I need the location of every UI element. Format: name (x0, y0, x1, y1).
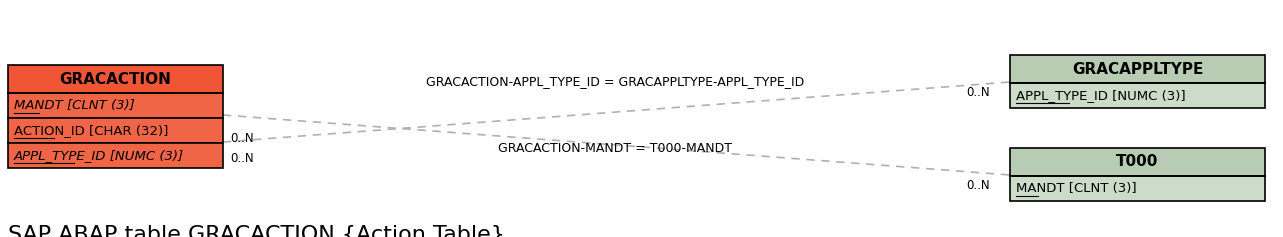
Text: APPL_TYPE_ID [NUMC (3)]: APPL_TYPE_ID [NUMC (3)] (1016, 89, 1185, 102)
FancyBboxPatch shape (1010, 176, 1265, 201)
FancyBboxPatch shape (8, 65, 223, 93)
FancyBboxPatch shape (8, 143, 223, 168)
Text: 0..N: 0..N (230, 132, 254, 145)
Text: GRACACTION-MANDT = T000-MANDT: GRACACTION-MANDT = T000-MANDT (498, 141, 733, 155)
Text: MANDT [CLNT (3)]: MANDT [CLNT (3)] (1016, 182, 1137, 195)
FancyBboxPatch shape (8, 118, 223, 143)
FancyBboxPatch shape (1010, 148, 1265, 176)
Text: GRACACTION: GRACACTION (59, 72, 172, 87)
FancyBboxPatch shape (1010, 83, 1265, 108)
Text: 0..N: 0..N (230, 152, 254, 165)
Text: ACTION_ID: ACTION_ID (14, 124, 85, 137)
Text: GRACACTION-APPL_TYPE_ID = GRACAPPLTYPE-APPL_TYPE_ID: GRACACTION-APPL_TYPE_ID = GRACAPPLTYPE-A… (426, 76, 804, 88)
Text: GRACAPPLTYPE: GRACAPPLTYPE (1071, 61, 1203, 77)
Text: MANDT [CLNT (3)]: MANDT [CLNT (3)] (14, 99, 135, 112)
Text: APPL_TYPE_ID [NUMC (3)]: APPL_TYPE_ID [NUMC (3)] (14, 149, 185, 162)
Text: MANDT: MANDT (1016, 182, 1065, 195)
Text: APPL_TYPE_ID: APPL_TYPE_ID (1016, 89, 1109, 102)
Text: ACTION_ID [CHAR (32)]: ACTION_ID [CHAR (32)] (14, 124, 168, 137)
Text: APPL_TYPE_ID: APPL_TYPE_ID (14, 149, 106, 162)
Text: MANDT: MANDT (14, 99, 63, 112)
Text: 0..N: 0..N (966, 86, 990, 99)
Text: SAP ABAP table GRACACTION {Action Table}: SAP ABAP table GRACACTION {Action Table} (8, 225, 506, 237)
FancyBboxPatch shape (1010, 55, 1265, 83)
FancyBboxPatch shape (8, 93, 223, 118)
Text: T000: T000 (1116, 155, 1159, 169)
Text: 0..N: 0..N (966, 179, 990, 192)
